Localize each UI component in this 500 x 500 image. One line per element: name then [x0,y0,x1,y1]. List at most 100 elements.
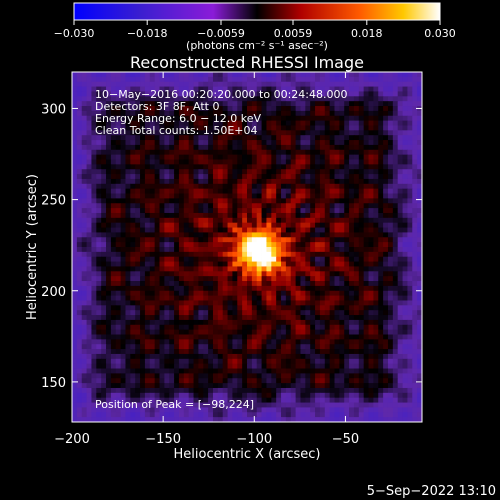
heatmap-pixel [305,363,311,369]
heatmap-pixel [368,383,374,389]
heatmap-pixel [106,392,112,399]
heatmap-pixel [387,140,394,146]
heatmap-pixel [144,310,151,316]
heatmap-pixel [251,349,258,355]
heatmap-pixel [324,397,331,403]
heatmap-pixel [115,324,122,331]
heatmap-pixel [96,305,102,311]
heatmap-pixel [315,81,321,87]
heatmap-pixel [334,261,340,267]
heatmap-pixel [329,188,335,194]
heatmap-pixel [212,329,219,335]
heatmap-pixel [271,198,277,204]
heatmap-pixel [300,305,306,311]
heatmap-pixel [217,91,224,97]
heatmap-pixel [310,76,316,83]
heatmap-pixel [110,329,117,335]
heatmap-pixel [261,76,267,83]
heatmap-pixel [300,135,306,141]
heatmap-pixel [154,295,160,301]
heatmap-pixel [91,285,97,292]
heatmap-pixel [329,86,335,92]
heatmap-pixel [256,402,262,408]
heatmap-pixel [188,300,194,306]
heatmap-pixel [397,373,403,379]
heatmap-pixel [266,310,272,316]
heatmap-pixel [290,227,297,233]
heatmap-pixel [295,373,301,379]
heatmap-pixel [96,276,102,282]
heatmap-pixel [266,208,272,214]
heatmap-pixel [120,81,126,87]
heatmap-pixel [276,242,282,248]
heatmap-pixel [242,271,248,277]
heatmap-pixel [217,397,224,403]
heatmap-pixel [125,329,131,335]
heatmap-pixel [72,217,78,224]
heatmap-pixel [72,91,78,97]
heatmap-pixel [164,72,170,78]
heatmap-pixel [402,256,408,262]
heatmap-pixel [412,247,418,253]
heatmap-pixel [149,281,156,287]
heatmap-pixel [300,101,306,107]
heatmap-pixel [315,130,321,136]
heatmap-pixel [378,91,384,97]
heatmap-pixel [149,402,156,408]
heatmap-pixel [285,387,292,394]
heatmap-pixel [203,86,209,92]
heatmap-pixel [203,203,209,209]
heatmap-pixel [285,72,292,78]
heatmap-pixel [86,256,92,262]
heatmap-pixel [188,164,194,170]
heatmap-pixel [237,203,243,209]
heatmap-pixel [324,76,331,83]
heatmap-pixel [106,169,112,175]
heatmap-pixel [344,232,350,238]
heatmap-pixel [387,178,394,185]
heatmap-pixel [159,329,165,335]
heatmap-pixel [212,76,219,83]
heatmap-pixel [305,178,311,185]
heatmap-pixel [91,174,97,180]
heatmap-pixel [110,281,117,287]
heatmap-pixel [407,144,413,151]
heatmap-pixel [96,178,102,185]
heatmap-pixel [217,290,224,297]
heatmap-pixel [76,285,83,292]
heatmap-pixel [319,349,326,355]
heatmap-pixel [178,174,185,180]
heatmap-pixel [232,261,238,267]
heatmap-pixel [383,397,389,403]
heatmap-pixel [281,144,287,151]
heatmap-pixel [188,110,194,117]
heatmap-pixel [130,407,136,413]
heatmap-pixel [115,368,122,374]
heatmap-pixel [387,378,394,384]
heatmap-pixel [149,310,156,316]
heatmap-pixel [402,378,408,384]
heatmap-pixel [130,237,136,243]
heatmap-pixel [266,217,272,224]
heatmap-pixel [344,193,350,199]
heatmap-pixel [232,120,238,126]
heatmap-pixel [285,130,292,136]
heatmap-pixel [319,329,326,335]
heatmap-pixel [310,212,316,219]
heatmap-pixel [198,324,204,331]
heatmap-pixel [417,217,422,224]
heatmap-pixel [135,387,141,394]
heatmap-pixel [271,154,277,160]
heatmap-pixel [353,164,360,170]
heatmap-pixel [115,358,122,365]
heatmap-pixel [222,154,228,160]
heatmap-pixel [198,392,204,399]
heatmap-pixel [212,183,219,190]
heatmap-pixel [72,237,78,243]
heatmap-pixel [412,86,418,92]
heatmap-pixel [183,256,190,262]
heatmap-pixel [417,174,422,180]
heatmap-pixel [290,198,297,204]
heatmap-pixel [247,130,253,136]
heatmap-pixel [86,203,92,209]
